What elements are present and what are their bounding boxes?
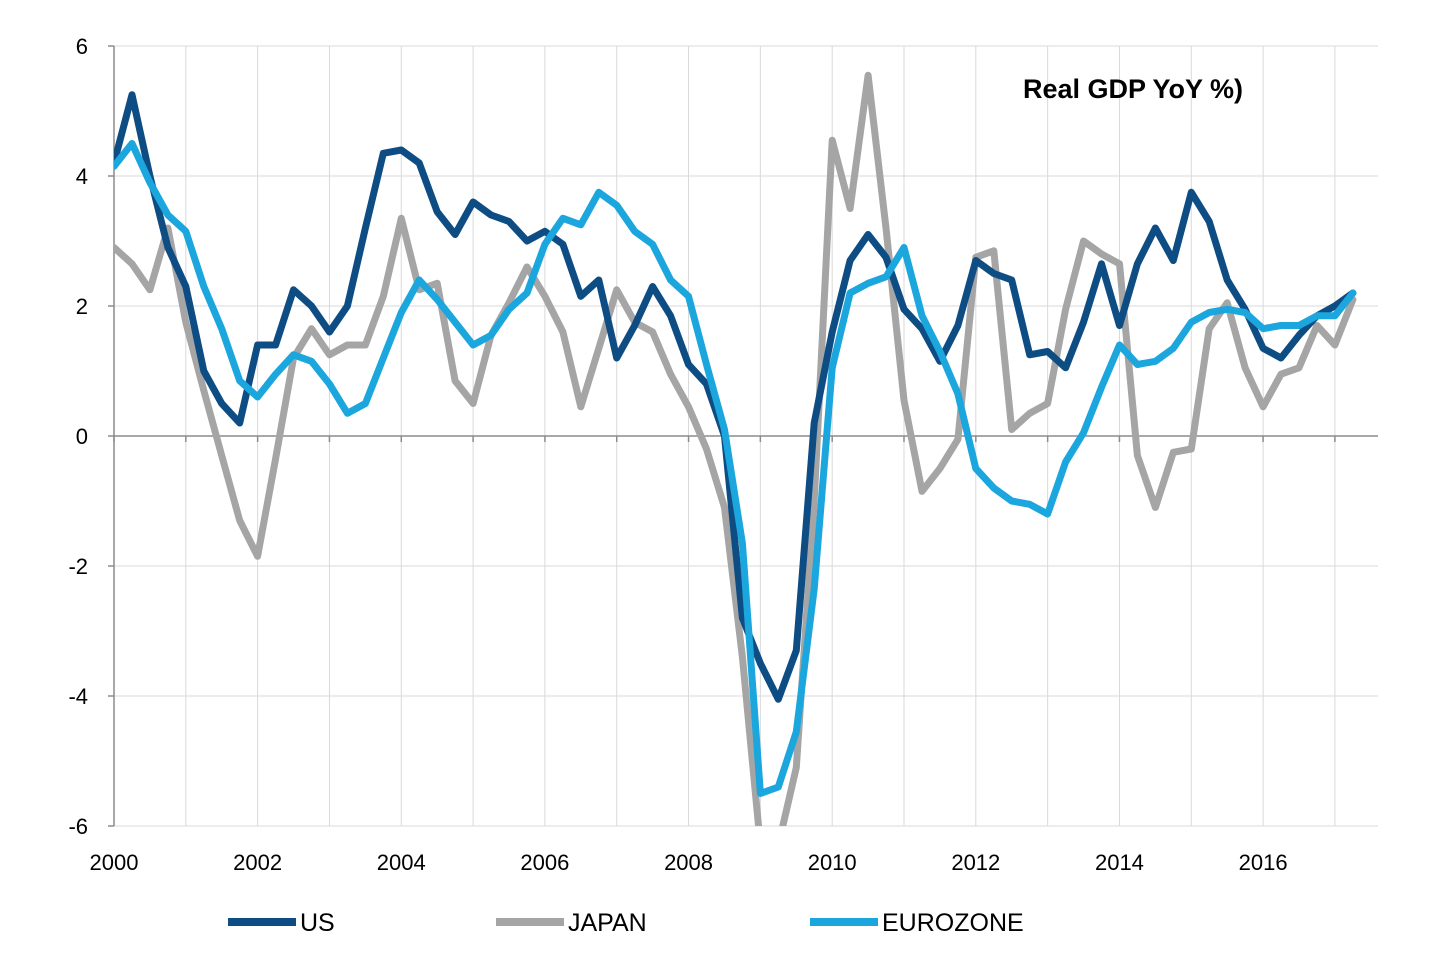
legend-label-japan: JAPAN <box>568 909 647 937</box>
x-tick-label: 2012 <box>951 850 1000 875</box>
x-tick-label: 2006 <box>520 850 569 875</box>
x-tick-label: 2014 <box>1095 850 1144 875</box>
legend-label-us: US <box>300 909 335 937</box>
axes: -6 -4 -2 0 2 4 6 2000 2002 2004 2006 2008 2010 2012 20… <box>68 34 1378 875</box>
x-tick-label: 2010 <box>808 850 857 875</box>
y-tick-label: -4 <box>68 684 88 709</box>
x-tick-label: 2004 <box>377 850 426 875</box>
series-line-us <box>114 91 1357 703</box>
chart-title: Real GDP YoY %) <box>1023 74 1243 104</box>
x-tick-label: 2008 <box>664 850 713 875</box>
y-tick-label: 0 <box>76 424 88 449</box>
x-tick-label: 2016 <box>1239 850 1288 875</box>
y-tick-label: 2 <box>76 294 88 319</box>
series-lines <box>114 71 1357 826</box>
y-tick-label: 6 <box>76 34 88 59</box>
legend-label-eurozone: EUROZONE <box>882 909 1024 937</box>
series-line-japan <box>114 71 1357 826</box>
x-tick-label: 2002 <box>233 850 282 875</box>
y-tick-label: -6 <box>68 814 88 839</box>
series-line-eurozone <box>114 140 1357 797</box>
y-tick-label: -2 <box>68 554 88 579</box>
x-tick-label: 2000 <box>90 850 139 875</box>
legend: US JAPAN EUROZONE <box>228 909 1024 937</box>
y-tick-label: 4 <box>76 164 88 189</box>
